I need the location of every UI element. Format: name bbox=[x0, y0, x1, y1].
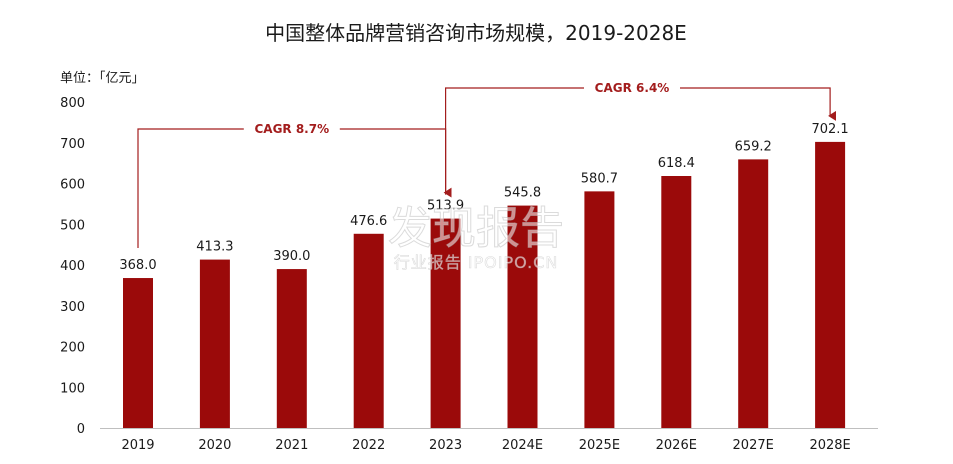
bar-2026E bbox=[661, 176, 692, 428]
bar-value-label: 659.2 bbox=[735, 139, 772, 154]
cagr-line-left bbox=[445, 87, 584, 195]
bar-2019 bbox=[123, 278, 153, 428]
bar-2025E bbox=[584, 191, 615, 428]
bar-value-label: 580.7 bbox=[581, 171, 618, 186]
unit-label: 单位：「亿元」 bbox=[60, 71, 145, 86]
x-tick-label: 2023 bbox=[429, 438, 462, 453]
x-tick-label: 2022 bbox=[352, 438, 385, 453]
x-tick-label: 2028E bbox=[809, 438, 850, 453]
bar-value-label: 513.9 bbox=[427, 199, 464, 214]
bar-value-label: 476.6 bbox=[350, 214, 387, 229]
x-tick-label: 2020 bbox=[198, 438, 231, 453]
x-tick-label: 2024E bbox=[502, 438, 543, 453]
cagr-annotations: CAGR 8.7% CAGR 6.4% bbox=[137, 81, 837, 249]
bars: 368.0 2019 413.3 2020 390.0 2021 476.6 2022 513.… bbox=[100, 122, 878, 453]
x-tick-label: 2025E bbox=[579, 438, 620, 453]
watermark-logo-text: 发现报告 bbox=[388, 203, 564, 254]
cagr-arrow bbox=[339, 128, 452, 198]
cagr-arrow bbox=[680, 87, 837, 121]
bar-2020 bbox=[199, 259, 230, 428]
x-tick-label: 2027E bbox=[733, 438, 774, 453]
bar-2024E bbox=[507, 205, 538, 428]
bar-2021 bbox=[276, 269, 307, 428]
bar-value-label: 545.8 bbox=[504, 186, 541, 201]
cagr-line-left bbox=[137, 128, 244, 249]
y-tick-label: 400 bbox=[60, 259, 85, 274]
cagr-label: CAGR 6.4% bbox=[595, 81, 670, 95]
y-tick-label: 100 bbox=[60, 381, 85, 396]
y-axis: 0 100 200 300 400 500 600 700 800 bbox=[60, 96, 85, 437]
watermark-subtitle: 行业报告 IPOIPO.CN bbox=[394, 253, 559, 272]
x-tick-label: 2021 bbox=[275, 438, 308, 453]
bar-value-label: 618.4 bbox=[658, 156, 695, 171]
x-tick-label: 2019 bbox=[121, 438, 154, 453]
bar-2027E bbox=[738, 159, 769, 428]
y-tick-label: 500 bbox=[60, 218, 85, 233]
chart-title: 中国整体品牌营销咨询市场规模，2019-2028E bbox=[265, 21, 687, 45]
x-tick-label: 2026E bbox=[656, 438, 697, 453]
bar-value-label: 368.0 bbox=[119, 258, 156, 273]
y-tick-label: 600 bbox=[60, 178, 85, 193]
bar-value-label: 413.3 bbox=[196, 240, 233, 255]
bar-2028E bbox=[815, 141, 846, 428]
bar-value-label: 390.0 bbox=[273, 249, 310, 264]
y-tick-label: 300 bbox=[60, 300, 85, 315]
y-tick-label: 700 bbox=[60, 137, 85, 152]
bar-value-label: 702.1 bbox=[811, 122, 848, 137]
bar-2022 bbox=[353, 233, 384, 428]
bar-2023 bbox=[430, 218, 461, 428]
y-tick-label: 0 bbox=[77, 422, 85, 437]
y-tick-label: 200 bbox=[60, 341, 85, 356]
watermark: 发现报告 行业报告 IPOIPO.CN bbox=[388, 203, 565, 273]
cagr-label: CAGR 8.7% bbox=[254, 122, 329, 136]
y-tick-label: 800 bbox=[60, 96, 85, 111]
